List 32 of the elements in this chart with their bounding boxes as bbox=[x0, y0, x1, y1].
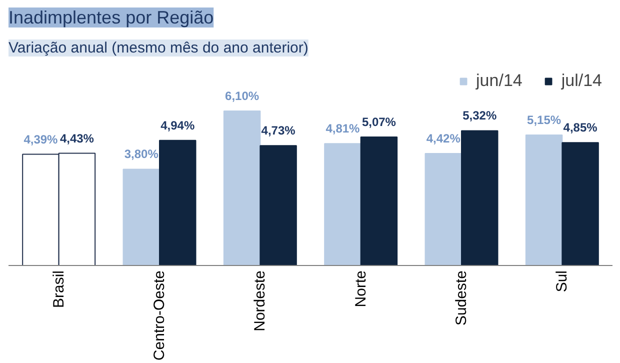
bar bbox=[525, 134, 563, 266]
bar bbox=[260, 145, 297, 266]
bar bbox=[360, 136, 398, 266]
bar bbox=[424, 153, 462, 266]
x-tick-label: Nordeste bbox=[252, 270, 269, 332]
bar bbox=[122, 168, 160, 266]
data-label: 5,32% bbox=[462, 108, 497, 123]
legend-label: jun/14 bbox=[476, 71, 522, 91]
bar bbox=[159, 140, 196, 266]
data-label: 4,85% bbox=[563, 120, 598, 135]
bar bbox=[324, 143, 362, 266]
data-label: 3,80% bbox=[124, 147, 159, 162]
data-label: 4,43% bbox=[60, 131, 94, 146]
x-tick-label: Sul bbox=[554, 270, 571, 292]
chart-title: Inadimplentes por Região bbox=[8, 8, 214, 28]
x-tick-label: Norte bbox=[352, 270, 370, 308]
bar bbox=[461, 130, 498, 266]
data-label: 5,07% bbox=[362, 115, 396, 130]
data-label: 4,81% bbox=[326, 122, 360, 136]
data-label: 5,15% bbox=[527, 113, 562, 128]
x-tick-label: Sudeste bbox=[453, 270, 470, 326]
chart-subtitle: Variação anual (mesmo mês do ano anterior) bbox=[8, 40, 308, 56]
legend-label: jul/14 bbox=[561, 71, 602, 91]
data-label: 4,94% bbox=[160, 118, 195, 132]
data-label: 4,39% bbox=[24, 132, 58, 146]
x-tick-label: Brasil bbox=[50, 270, 68, 308]
x-tick-label: Centro-Oeste bbox=[151, 270, 168, 361]
data-label: 4,42% bbox=[426, 132, 461, 146]
bar bbox=[223, 110, 261, 266]
bar bbox=[562, 142, 599, 266]
data-label: 6,10% bbox=[225, 88, 260, 103]
data-label: 4,73% bbox=[261, 124, 296, 138]
